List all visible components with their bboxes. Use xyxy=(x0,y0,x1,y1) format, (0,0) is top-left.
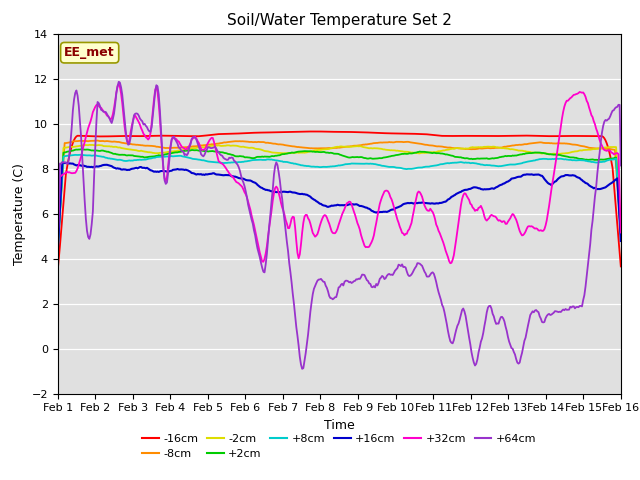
+64cm xyxy=(470,360,477,365)
-16cm xyxy=(291,129,299,135)
Legend: -16cm, -8cm, -2cm, +2cm, +8cm, +16cm, +32cm, +64cm: -16cm, -8cm, -2cm, +2cm, +8cm, +16cm, +3… xyxy=(138,429,541,464)
-2cm xyxy=(370,145,378,151)
-2cm xyxy=(292,150,300,156)
+8cm xyxy=(566,157,574,163)
+2cm xyxy=(79,146,86,152)
Line: +2cm: +2cm xyxy=(58,149,621,251)
Line: -2cm: -2cm xyxy=(58,145,621,249)
+2cm xyxy=(397,151,404,157)
+8cm xyxy=(370,161,378,167)
+16cm xyxy=(54,252,61,258)
+16cm xyxy=(397,203,404,209)
-16cm xyxy=(566,133,574,139)
-8cm xyxy=(93,138,100,144)
+2cm xyxy=(617,231,625,237)
-16cm xyxy=(617,264,625,269)
-2cm xyxy=(617,225,625,230)
+16cm xyxy=(469,185,477,191)
+16cm xyxy=(617,238,625,244)
+32cm xyxy=(230,176,238,181)
+64cm xyxy=(371,285,379,290)
+32cm xyxy=(447,260,454,266)
-8cm xyxy=(292,144,300,150)
Line: +8cm: +8cm xyxy=(58,155,621,253)
-8cm xyxy=(566,141,574,147)
+32cm xyxy=(397,227,404,232)
+32cm xyxy=(370,232,378,238)
Line: +16cm: +16cm xyxy=(58,163,621,255)
Text: EE_met: EE_met xyxy=(65,46,115,59)
+64cm xyxy=(292,324,300,330)
-8cm xyxy=(230,139,238,144)
-16cm xyxy=(469,133,477,139)
-16cm xyxy=(54,269,61,275)
+8cm xyxy=(397,165,404,171)
-8cm xyxy=(469,146,477,152)
+64cm xyxy=(568,305,575,311)
-8cm xyxy=(397,139,404,144)
+2cm xyxy=(54,248,61,253)
+64cm xyxy=(115,79,123,84)
Line: -16cm: -16cm xyxy=(58,132,621,272)
-16cm xyxy=(397,131,404,136)
+16cm xyxy=(370,209,378,215)
-2cm xyxy=(566,150,574,156)
-2cm xyxy=(54,246,61,252)
Line: -8cm: -8cm xyxy=(58,141,621,246)
+64cm xyxy=(617,163,625,168)
+64cm xyxy=(54,254,61,260)
+8cm xyxy=(77,152,85,157)
Line: +64cm: +64cm xyxy=(58,82,621,369)
+64cm xyxy=(398,262,406,267)
+2cm xyxy=(566,155,574,160)
-8cm xyxy=(617,230,625,236)
-2cm xyxy=(230,143,238,148)
+2cm xyxy=(370,156,378,162)
+32cm xyxy=(115,81,123,87)
+8cm xyxy=(617,232,625,238)
+16cm xyxy=(58,160,66,166)
+2cm xyxy=(230,153,238,158)
-2cm xyxy=(469,144,477,150)
-2cm xyxy=(397,148,404,154)
Line: +32cm: +32cm xyxy=(58,84,621,263)
+64cm xyxy=(298,366,306,372)
+2cm xyxy=(292,149,300,155)
+32cm xyxy=(470,206,477,212)
-8cm xyxy=(370,140,378,146)
Y-axis label: Temperature (C): Temperature (C) xyxy=(13,163,26,264)
-16cm xyxy=(229,131,237,137)
+64cm xyxy=(230,158,238,164)
+8cm xyxy=(230,159,238,165)
+16cm xyxy=(566,173,574,179)
-16cm xyxy=(370,130,378,136)
+8cm xyxy=(292,161,300,167)
+32cm xyxy=(568,95,575,100)
+32cm xyxy=(292,238,300,244)
+32cm xyxy=(617,229,625,235)
Title: Soil/Water Temperature Set 2: Soil/Water Temperature Set 2 xyxy=(227,13,452,28)
-8cm xyxy=(54,243,61,249)
-2cm xyxy=(86,142,93,148)
X-axis label: Time: Time xyxy=(324,419,355,432)
+8cm xyxy=(469,160,477,166)
-16cm xyxy=(310,129,318,134)
+32cm xyxy=(54,242,61,248)
+16cm xyxy=(292,190,300,196)
+8cm xyxy=(54,250,61,256)
+16cm xyxy=(230,174,238,180)
+2cm xyxy=(469,156,477,162)
